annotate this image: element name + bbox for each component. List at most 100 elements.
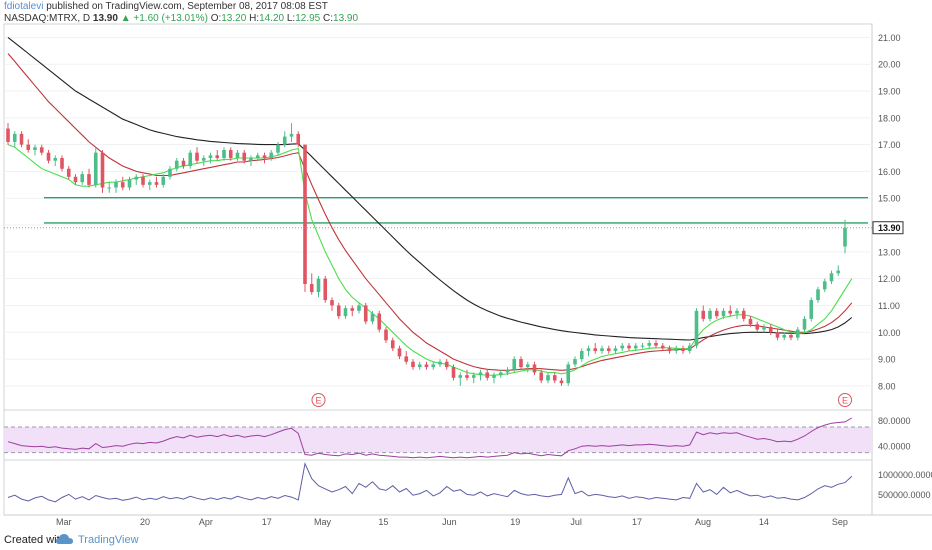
- candle-body[interactable]: [188, 152, 193, 167]
- candle[interactable]: [606, 345, 611, 354]
- candle-body[interactable]: [546, 375, 550, 381]
- candle-body[interactable]: [201, 158, 206, 161]
- candle[interactable]: [161, 174, 166, 188]
- candle[interactable]: [775, 329, 780, 341]
- candle-body[interactable]: [512, 359, 517, 370]
- candle[interactable]: [708, 308, 712, 322]
- candle[interactable]: [505, 367, 510, 376]
- candle-body[interactable]: [228, 149, 233, 159]
- candle-body[interactable]: [451, 367, 456, 378]
- candle[interactable]: [242, 149, 247, 164]
- candle[interactable]: [26, 139, 31, 153]
- candle[interactable]: [316, 275, 321, 298]
- candle-body[interactable]: [593, 348, 598, 352]
- candle[interactable]: [417, 361, 422, 370]
- candle-body[interactable]: [606, 348, 611, 352]
- candle-body[interactable]: [755, 324, 760, 330]
- candle-body[interactable]: [417, 364, 422, 368]
- candle[interactable]: [343, 305, 348, 319]
- candle-body[interactable]: [12, 133, 17, 142]
- candle[interactable]: [127, 176, 132, 191]
- candle-body[interactable]: [579, 351, 584, 360]
- candle[interactable]: [795, 326, 800, 341]
- candle-body[interactable]: [100, 152, 105, 188]
- earnings-marker[interactable]: E: [311, 393, 326, 407]
- candle-body[interactable]: [532, 364, 537, 373]
- candle-body[interactable]: [681, 348, 685, 352]
- author-link[interactable]: fdiotalevi: [4, 1, 44, 12]
- candle-body[interactable]: [620, 345, 625, 349]
- candle-body[interactable]: [525, 364, 530, 368]
- candle[interactable]: [721, 308, 726, 319]
- candle-body[interactable]: [654, 342, 658, 346]
- candle[interactable]: [411, 359, 415, 370]
- candle-body[interactable]: [384, 329, 388, 341]
- candle-body[interactable]: [600, 348, 604, 352]
- candle[interactable]: [782, 332, 787, 341]
- candle-body[interactable]: [431, 364, 436, 368]
- candle[interactable]: [714, 308, 719, 319]
- candle-body[interactable]: [276, 144, 280, 153]
- candle[interactable]: [262, 152, 267, 164]
- candle-body[interactable]: [235, 152, 240, 159]
- candle-body[interactable]: [80, 174, 85, 183]
- candle-body[interactable]: [411, 361, 415, 368]
- candle-body[interactable]: [161, 176, 166, 185]
- candle-body[interactable]: [660, 345, 665, 349]
- candle[interactable]: [404, 351, 409, 365]
- candle[interactable]: [249, 155, 253, 167]
- candle-body[interactable]: [465, 375, 469, 378]
- candle[interactable]: [519, 356, 523, 370]
- candle-body[interactable]: [687, 345, 692, 352]
- candle-body[interactable]: [53, 158, 58, 161]
- candle[interactable]: [471, 372, 476, 384]
- candle-body[interactable]: [505, 369, 510, 373]
- time-axis[interactable]: Mar 20 Apr 17 May 15 Jun 19 Jul 17 Aug 14 Sep: [56, 517, 848, 527]
- earnings-marker[interactable]: E: [838, 393, 852, 407]
- candle[interactable]: [141, 174, 145, 188]
- candle[interactable]: [134, 174, 139, 185]
- candle-body[interactable]: [701, 310, 706, 319]
- candle[interactable]: [235, 149, 240, 161]
- candle-body[interactable]: [343, 308, 348, 317]
- horizontal-lines[interactable]: [44, 196, 868, 224]
- candle-body[interactable]: [114, 182, 118, 188]
- candle[interactable]: [829, 270, 834, 285]
- candle[interactable]: [114, 179, 118, 193]
- candle-body[interactable]: [222, 149, 226, 159]
- candle-body[interactable]: [87, 174, 91, 185]
- candle[interactable]: [822, 278, 827, 293]
- candle[interactable]: [174, 158, 179, 172]
- candle-body[interactable]: [802, 318, 807, 330]
- candle-body[interactable]: [249, 158, 253, 161]
- candle-body[interactable]: [721, 310, 726, 317]
- candle[interactable]: [6, 123, 10, 145]
- candle[interactable]: [552, 372, 557, 384]
- candle-body[interactable]: [330, 300, 334, 306]
- candle-body[interactable]: [458, 375, 463, 378]
- candle[interactable]: [789, 332, 793, 341]
- candle[interactable]: [654, 340, 658, 349]
- candle-body[interactable]: [627, 345, 631, 349]
- candle[interactable]: [802, 316, 807, 333]
- candle-body[interactable]: [775, 332, 780, 338]
- candle-body[interactable]: [478, 372, 483, 376]
- candle[interactable]: [539, 369, 544, 384]
- candle-body[interactable]: [141, 176, 145, 185]
- candle[interactable]: [12, 131, 17, 148]
- candle[interactable]: [633, 342, 638, 352]
- candle[interactable]: [181, 158, 186, 169]
- candle-body[interactable]: [127, 179, 132, 188]
- candle[interactable]: [377, 310, 382, 333]
- candle-body[interactable]: [492, 375, 496, 378]
- candle-body[interactable]: [181, 160, 186, 167]
- candle[interactable]: [66, 166, 71, 180]
- candle-body[interactable]: [289, 133, 294, 137]
- candle-body[interactable]: [762, 326, 766, 330]
- candle[interactable]: [660, 342, 665, 352]
- candle-body[interactable]: [789, 334, 793, 338]
- candle-body[interactable]: [694, 310, 699, 346]
- candle[interactable]: [330, 297, 334, 311]
- candle[interactable]: [282, 131, 287, 148]
- candle-body[interactable]: [370, 313, 375, 322]
